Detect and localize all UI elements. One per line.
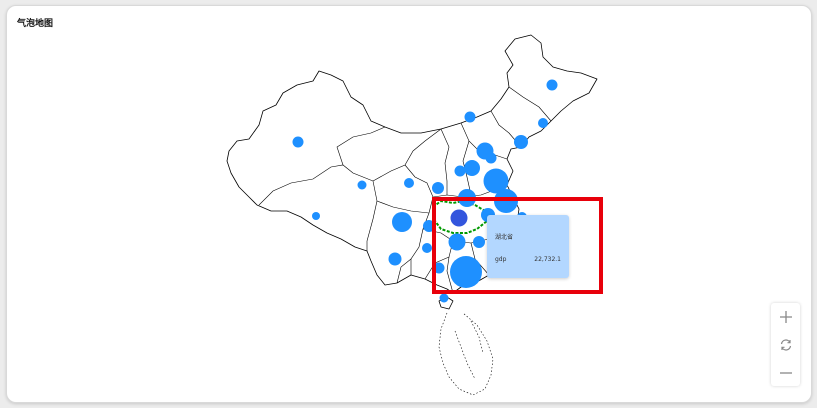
bubble-hunan — [448, 233, 466, 251]
bubbles[interactable] — [292, 79, 558, 303]
bubble-gansu — [357, 180, 367, 190]
bubble-sichuan — [392, 212, 412, 232]
minus-icon — [779, 371, 792, 374]
map-tooltip: 湖北省 gdp 22,732.1 — [487, 215, 569, 278]
reset-button[interactable] — [771, 331, 800, 358]
south-china-sea-islands — [438, 312, 494, 396]
chart-card: 气泡地图 — [6, 5, 812, 403]
bubble-hebei — [464, 160, 480, 176]
bubble-ningxia — [404, 178, 414, 188]
bubble-guangdong — [450, 256, 482, 288]
bubble-qinghai — [312, 212, 320, 220]
bubble-xinjiang — [292, 136, 304, 148]
bubble-shanxi — [454, 165, 466, 177]
zoom-in-button[interactable] — [771, 303, 800, 330]
chart-title: 气泡地图 — [17, 19, 54, 29]
bubble-jilin — [538, 118, 548, 128]
bubble-shandong — [483, 168, 509, 194]
tooltip-metric-value: 22,732.1 — [534, 256, 561, 263]
bubble-heilongjiang — [546, 79, 558, 91]
bubble-jiangsu — [494, 189, 518, 213]
bubble-inner-mongolia — [464, 111, 476, 123]
china-map[interactable] — [7, 6, 811, 402]
plus-icon — [779, 310, 792, 323]
refresh-icon — [780, 338, 791, 351]
bubble-tianjin — [485, 152, 497, 164]
tooltip-province-name: 湖北省 — [495, 234, 514, 241]
annotation-highlight-box — [432, 197, 603, 294]
bubble-hainan — [439, 293, 449, 303]
tooltip-metric-label: gdp — [495, 256, 507, 263]
zoom-out-button[interactable] — [771, 359, 800, 386]
bubble-shaanxi — [432, 182, 444, 194]
bubble-jiangxi — [473, 236, 485, 248]
bubble-guangxi — [433, 262, 445, 274]
bubble-hubei-active[interactable] — [450, 209, 468, 227]
bubble-yunnan — [388, 252, 402, 266]
bubble-liaoning — [514, 135, 528, 149]
bubble-guizhou — [422, 243, 432, 253]
zoom-control — [771, 303, 800, 386]
